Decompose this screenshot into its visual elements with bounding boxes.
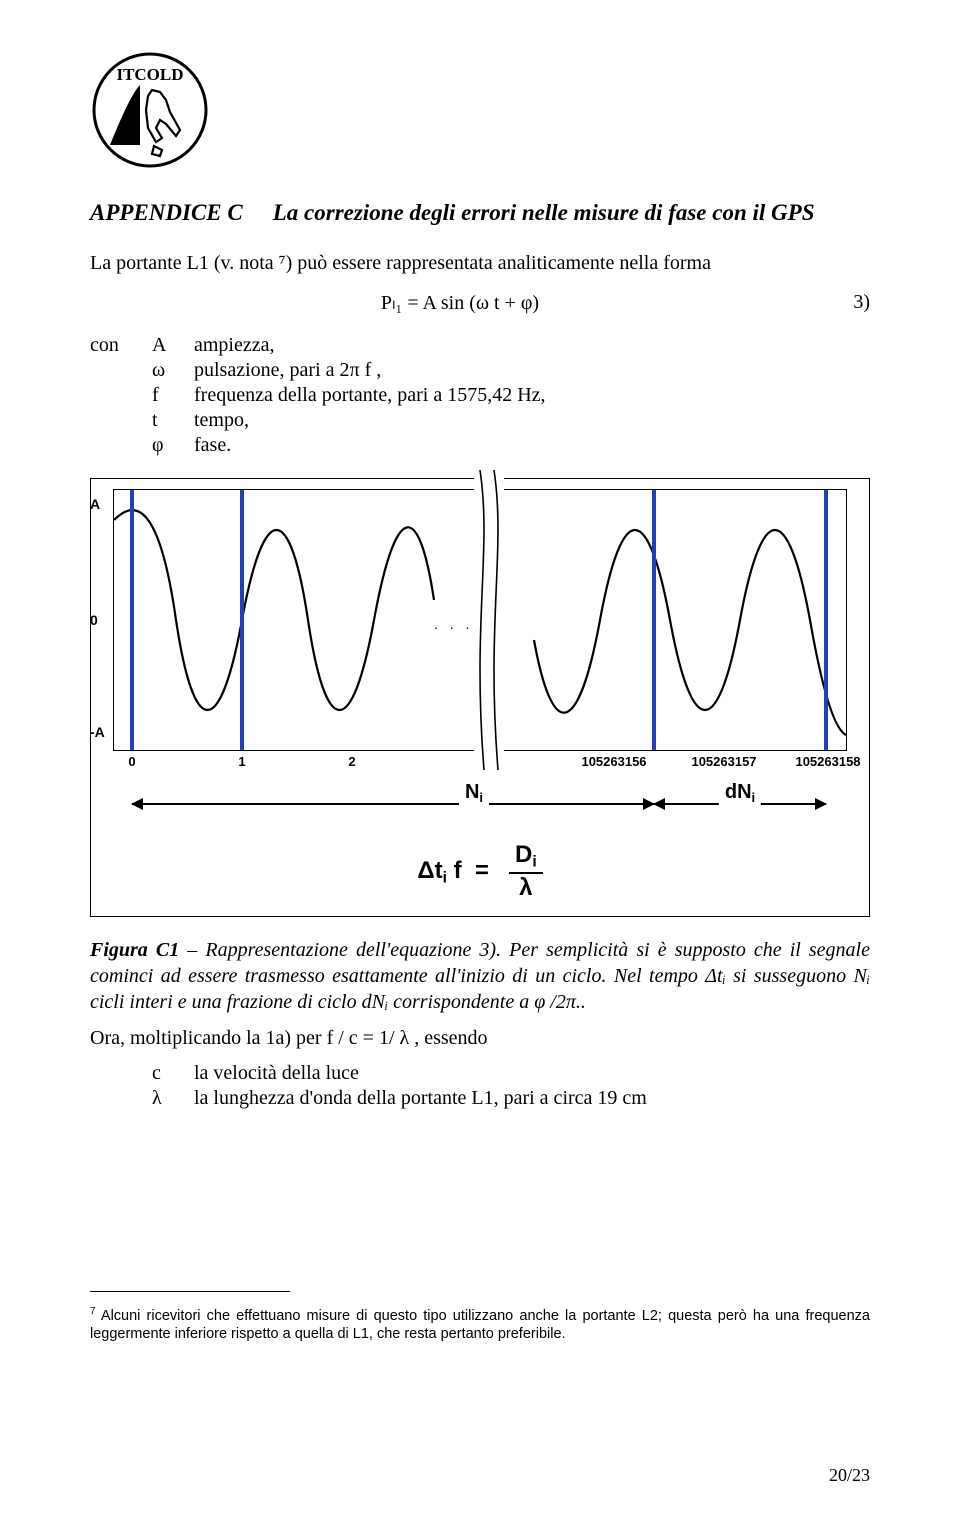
ytick-A: A <box>90 496 100 512</box>
figure-eq-num: Di <box>509 841 543 874</box>
xtick-r2: 105263158 <box>795 754 860 769</box>
sym-c: c <box>152 1061 194 1086</box>
desc-A: ampiezza, <box>194 333 558 358</box>
sym-t: t <box>152 408 194 433</box>
sym-omega: ω <box>152 358 194 383</box>
intro-text: La portante L1 (v. nota ⁷) può essere ra… <box>90 250 870 276</box>
svg-text:ITCOLD: ITCOLD <box>116 65 183 84</box>
dim-N-label: Ni <box>459 781 489 805</box>
wave-plot: A 0 -A 0 1 2 105263156 105263157 1052631… <box>113 489 847 751</box>
dim-N <box>132 803 654 805</box>
vbar-1 <box>130 490 134 750</box>
equation-1: Pₗ₁ = A sin (ω t + φ) 3) <box>90 290 870 315</box>
desc-lambda: la lunghezza d'onda della portante L1, p… <box>194 1086 659 1111</box>
figure-c1: A 0 -A 0 1 2 105263156 105263157 1052631… <box>90 478 870 917</box>
ytick-0: 0 <box>90 612 98 628</box>
footnote: 7 Alcuni ricevitori che effettuano misur… <box>90 1306 870 1343</box>
desc-c: la velocità della luce <box>194 1061 659 1086</box>
itcold-logo: ITCOLD <box>90 50 210 170</box>
caption-lead: Figura C1 <box>90 939 179 961</box>
caption-body: – Rappresentazione dell'equazione 3). Pe… <box>90 939 870 1013</box>
desc-phi: fase. <box>194 433 558 458</box>
after-caption: Ora, moltiplicando la 1a) per f / c = 1/… <box>90 1025 870 1051</box>
footnote-text: Alcuni ricevitori che effettuano misure … <box>90 1308 870 1342</box>
sym-A: A <box>152 333 194 358</box>
dimension-row: Ni dNi <box>114 785 846 825</box>
sym-phi: φ <box>152 433 194 458</box>
xtick-1: 1 <box>238 754 245 769</box>
vbar-2 <box>240 490 244 750</box>
defs-lead: con <box>90 333 152 358</box>
desc-omega: pulsazione, pari a 2π f , <box>194 358 558 383</box>
footnote-rule <box>90 1291 290 1292</box>
dim-dN-label: dNi <box>719 781 761 805</box>
figure-eq-frac: Di λ <box>509 841 543 902</box>
figure-eq-lhs: Δti f = <box>417 857 489 884</box>
symbol-definitions: con A ampiezza, ω pulsazione, pari a 2π … <box>90 333 558 458</box>
desc-f: frequenza della portante, pari a 1575,42… <box>194 383 558 408</box>
appendix-code: APPENDICE C <box>90 200 243 226</box>
ytick-mA: -A <box>90 724 105 740</box>
vbar-3 <box>652 490 656 750</box>
desc-t: tempo, <box>194 408 558 433</box>
axis-break <box>474 470 504 770</box>
xtick-r0: 105263156 <box>581 754 646 769</box>
figure-caption: Figura C1 – Rappresentazione dell'equazi… <box>90 937 870 1015</box>
xtick-0: 0 <box>128 754 135 769</box>
equation-1-expr: Pₗ₁ = A sin (ω t + φ) <box>90 290 830 315</box>
appendix-title: La correzione degli errori nelle misure … <box>273 200 870 226</box>
figure-eq: Δti f = Di λ <box>114 841 846 902</box>
page: ITCOLD APPENDICE C La correzione degli e… <box>0 0 960 1526</box>
equation-1-num: 3) <box>830 291 870 314</box>
xtick-r1: 105263157 <box>691 754 756 769</box>
xtick-2: 2 <box>348 754 355 769</box>
vbar-4 <box>824 490 828 750</box>
figure-eq-den: λ <box>509 874 543 902</box>
appendix-heading: APPENDICE C La correzione degli errori n… <box>90 200 870 226</box>
sym-f: f <box>152 383 194 408</box>
sym-lambda: λ <box>152 1086 194 1111</box>
page-number: 20/23 <box>829 1465 870 1486</box>
symbol-definitions-2: c la velocità della luce λ la lunghezza … <box>90 1061 659 1111</box>
